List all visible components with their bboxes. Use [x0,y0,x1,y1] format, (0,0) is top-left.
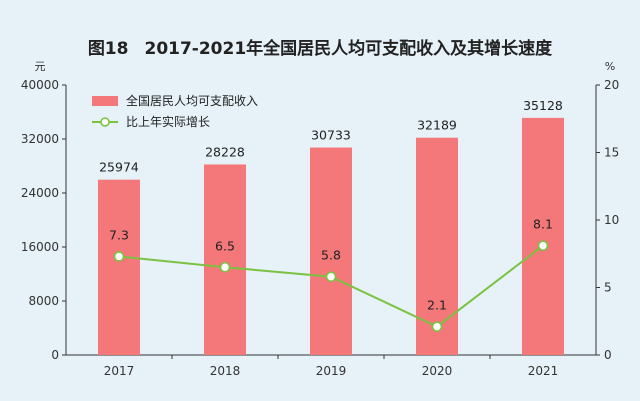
income-bar [522,117,564,355]
income-bar [204,164,246,355]
income-value-label: 25974 [99,160,139,175]
line-series: 7.3 6.5 5.8 2.1 8.1 [109,217,553,332]
growth-point [219,261,231,273]
x-axis-tick-label: 2018 [210,364,241,378]
left-axis-tick-label: 0 [51,348,59,362]
growth-point [431,321,443,332]
left-axis-tick-label: 40000 [21,78,59,92]
right-axis-tick-label: 5 [604,281,612,295]
right-axis-tick-label: 0 [604,348,612,362]
right-axis-unit: % [605,60,615,73]
growth-point [537,240,549,251]
figure-label: 图18 [87,39,129,59]
income-value-label: 30733 [311,128,351,143]
income-value-label: 32189 [417,118,457,133]
growth-point [113,251,125,262]
right-axis-tick-label: 20 [604,78,619,92]
legend-line-label: 比上年实际增长 [126,114,210,129]
figure-title: 2017-2021年全国居民人均可支配收入及其增长速度 [144,39,553,59]
left-axis-tick-label: 24000 [21,186,59,200]
growth-value-label: 7.3 [109,227,129,242]
x-axis-tick-label: 2019 [316,364,347,378]
left-axis-tick-label: 16000 [21,240,59,254]
left-axis-tick-label: 8000 [28,294,59,308]
left-axis-tick-label: 32000 [21,132,59,146]
income-bar [98,179,140,355]
growth-value-label: 5.8 [321,248,341,263]
legend-bar-swatch [92,96,118,106]
right-axis-tick-label: 15 [604,146,619,160]
income-bar [416,137,458,355]
growth-value-label: 8.1 [533,217,553,232]
x-axis-tick-label: 2020 [422,364,453,378]
legend-line-marker [100,117,110,127]
income-value-label: 35128 [523,98,563,113]
x-axis-tick-label: 2021 [528,364,559,378]
right-axis-tick-label: 10 [604,213,619,227]
x-axis-tick-label: 2017 [104,364,135,378]
growth-value-label: 2.1 [427,298,447,313]
income-value-label: 28228 [205,144,245,159]
income-bar [310,147,352,355]
growth-value-label: 6.5 [215,238,235,253]
growth-point [325,271,337,283]
left-axis-unit: 元 [35,60,46,73]
chart-title: 图18 2017-2021年全国居民人均可支配收入及其增长速度 [0,34,640,59]
legend-bar-label: 全国居民人均可支配收入 [126,93,258,108]
axes: 0 8000 16000 24000 32000 40000 元 0 5 10 15 20% 2017 2… [21,60,619,378]
bar-series: 25974 28228 30733 32189 35128 [98,98,564,355]
